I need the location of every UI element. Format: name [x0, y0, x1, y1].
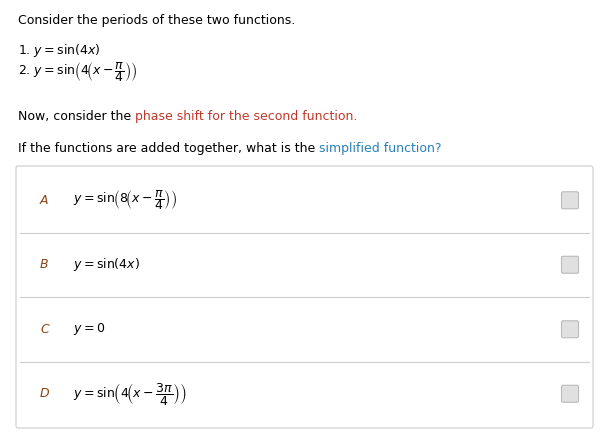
Text: 1. $y = \sin(4x)$: 1. $y = \sin(4x)$: [18, 42, 100, 59]
Text: $y = 0$: $y = 0$: [73, 321, 105, 337]
Text: $y = \sin(4x)$: $y = \sin(4x)$: [73, 256, 140, 273]
Text: simplified function?: simplified function?: [319, 142, 442, 155]
Text: B: B: [40, 258, 49, 271]
FancyBboxPatch shape: [16, 166, 593, 428]
Text: A: A: [40, 194, 49, 207]
Text: D: D: [40, 387, 49, 400]
Text: $y = \sin\!\left(8\!\left(x - \dfrac{\pi}{4}\right)\right)$: $y = \sin\!\left(8\!\left(x - \dfrac{\pi…: [73, 188, 177, 212]
Text: Now, consider the: Now, consider the: [18, 110, 135, 123]
FancyBboxPatch shape: [561, 256, 579, 273]
FancyBboxPatch shape: [561, 321, 579, 338]
Text: $y = \sin\!\left(4\!\left(x - \dfrac{3\pi}{4}\right)\right)$: $y = \sin\!\left(4\!\left(x - \dfrac{3\p…: [73, 381, 186, 407]
Text: Consider the periods of these two functions.: Consider the periods of these two functi…: [18, 14, 295, 27]
Text: If the functions are added together, what is the: If the functions are added together, wha…: [18, 142, 319, 155]
Text: 2. $y = \sin\!\left(4\!\left(x - \dfrac{\pi}{4}\right)\right)$: 2. $y = \sin\!\left(4\!\left(x - \dfrac{…: [18, 60, 138, 84]
Text: C: C: [40, 323, 49, 336]
Text: phase shift for the second function.: phase shift for the second function.: [135, 110, 357, 123]
FancyBboxPatch shape: [561, 192, 579, 209]
FancyBboxPatch shape: [561, 385, 579, 402]
